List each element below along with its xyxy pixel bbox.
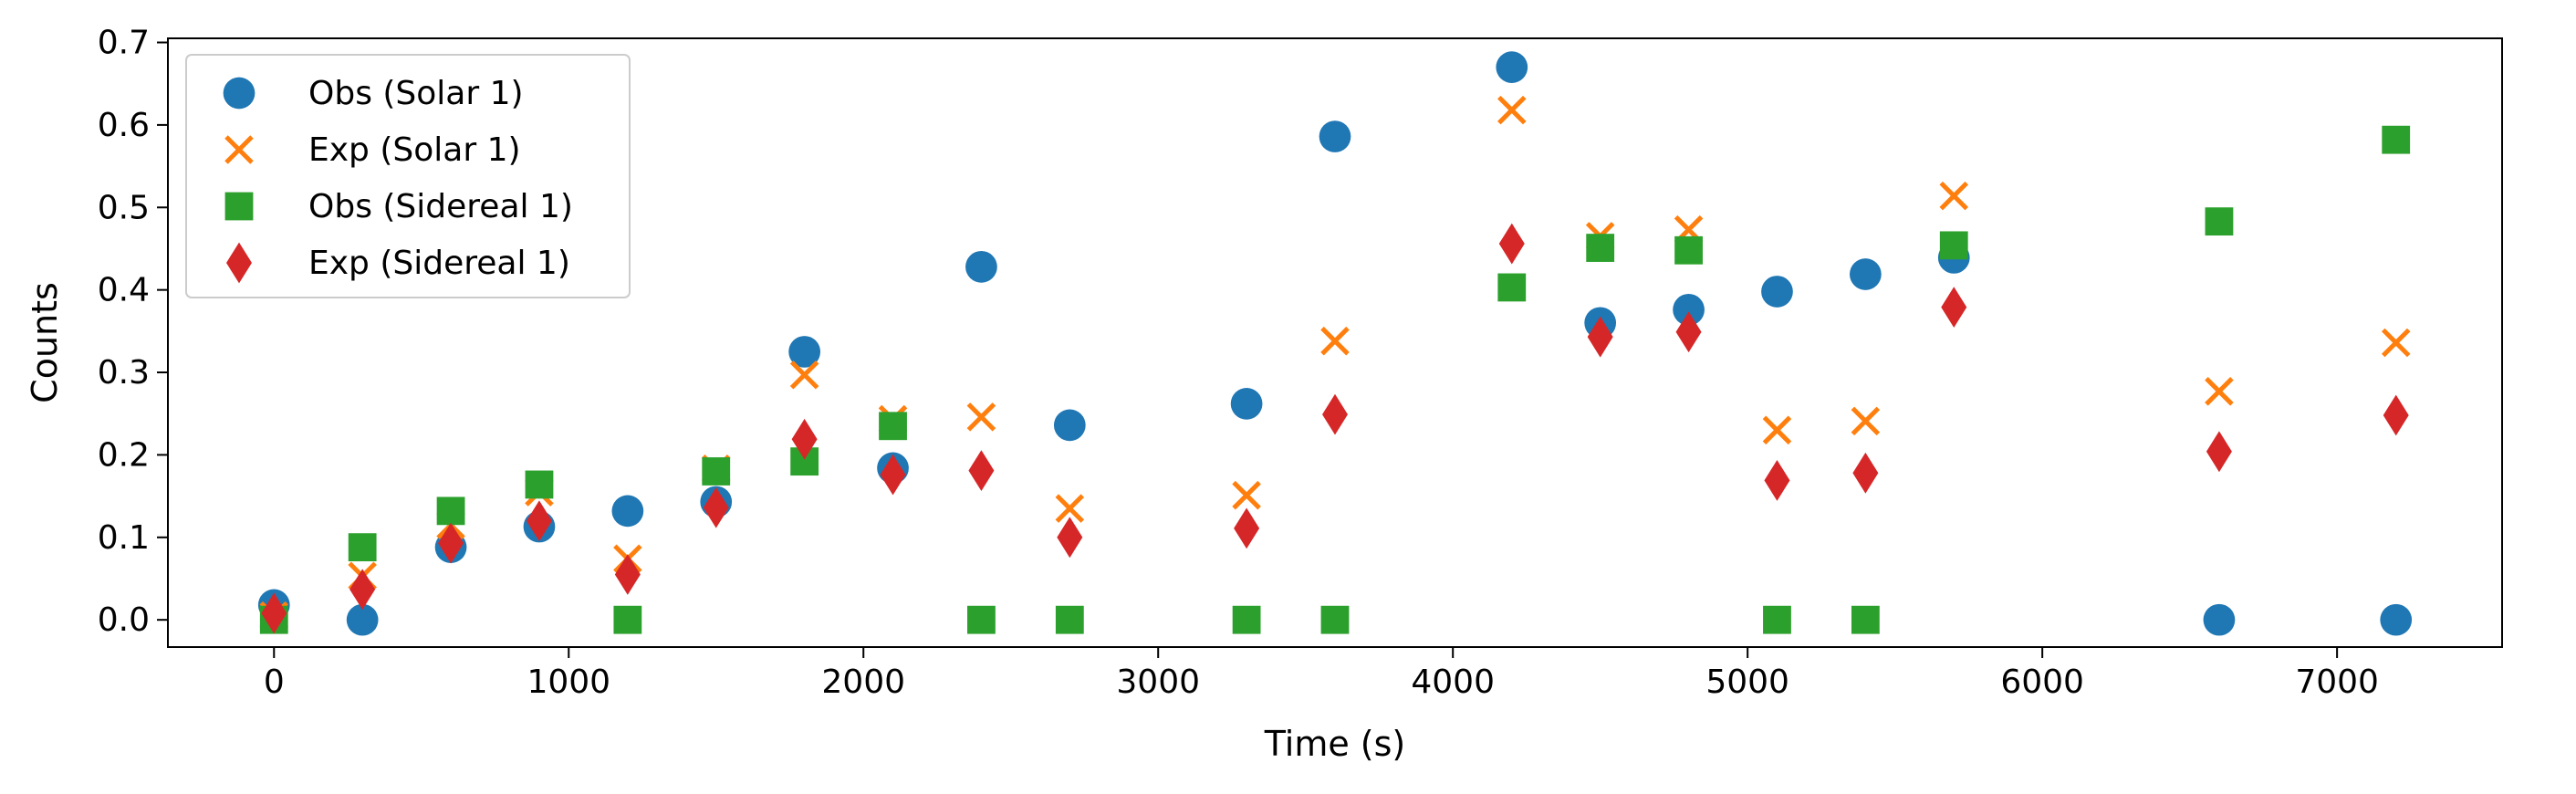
- data-point: [967, 605, 996, 634]
- x-axis-ticks: 0 1000 2000 3000 4000 5000 6000 7000: [264, 647, 2379, 701]
- data-point: [1232, 480, 1261, 510]
- data-point: [611, 495, 644, 528]
- data-point: [2203, 603, 2236, 636]
- y-tick-label: 0.3: [98, 354, 150, 392]
- data-point: [348, 533, 377, 562]
- y-tick-label: 0.0: [98, 601, 150, 639]
- data-point: [1322, 393, 1348, 435]
- data-point: [703, 486, 729, 528]
- data-point: [1939, 231, 1968, 260]
- data-point: [1764, 460, 1790, 501]
- data-point: [349, 569, 376, 611]
- legend: Obs (Solar 1) Exp (Solar 1) Obs (Sidereal …: [185, 54, 631, 298]
- data-point: [2381, 328, 2411, 358]
- data-point: [968, 450, 995, 491]
- legend-label: Exp (Sidereal 1): [308, 245, 570, 282]
- legend-marker: [223, 77, 256, 110]
- data-point: [1497, 95, 1527, 125]
- x-tick-label: 0: [264, 663, 285, 701]
- data-point: [880, 454, 906, 496]
- data-point: [1674, 235, 1703, 265]
- data-point: [702, 457, 731, 486]
- y-tick-label: 0.1: [98, 519, 150, 557]
- data-point: [879, 412, 907, 441]
- data-point: [1763, 605, 1791, 634]
- data-point: [2382, 125, 2411, 154]
- x-tick-label: 6000: [2000, 663, 2084, 701]
- plot-frame: [167, 37, 2503, 648]
- legend-box: [185, 54, 631, 298]
- data-point: [526, 500, 552, 542]
- data-point: [261, 592, 287, 634]
- y-tick-label: 0.6: [98, 107, 150, 144]
- data-point: [1851, 605, 1880, 634]
- legend-marker: [224, 192, 254, 221]
- plot-area: [257, 51, 2413, 636]
- y-tick-label: 0.5: [98, 189, 150, 226]
- y-tick-label: 0.4: [98, 272, 150, 309]
- x-tick-label: 4000: [1411, 663, 1495, 701]
- data-point: [614, 554, 641, 595]
- data-point: [966, 402, 996, 432]
- x-tick-label: 3000: [1116, 663, 1200, 701]
- data-point: [1587, 316, 1613, 358]
- data-point: [1850, 258, 1882, 290]
- x-tick-label: 7000: [2295, 663, 2379, 701]
- data-point: [788, 336, 820, 368]
- x-axis-label: Time (s): [1264, 724, 1406, 764]
- data-point: [1673, 293, 1705, 326]
- data-point: [438, 522, 464, 564]
- x-tick-label: 1000: [527, 663, 610, 701]
- data-point: [1053, 409, 1086, 442]
- data-point: [1232, 605, 1261, 634]
- data-point: [1498, 223, 1525, 265]
- data-point: [1761, 276, 1793, 308]
- data-point: [346, 603, 379, 636]
- data-point: [1939, 181, 1969, 211]
- data-point: [1852, 452, 1879, 494]
- legend-marker: [224, 135, 254, 164]
- legend-label: Obs (Sidereal 1): [308, 188, 573, 225]
- data-point: [1497, 273, 1527, 302]
- data-point: [613, 605, 642, 634]
- data-point: [791, 418, 818, 460]
- data-point: [1941, 287, 1967, 329]
- data-point: [1055, 605, 1084, 634]
- data-point: [1762, 415, 1792, 445]
- data-point: [1320, 605, 1350, 634]
- data-point: [1851, 406, 1881, 436]
- data-point: [1057, 517, 1083, 559]
- data-point: [2206, 431, 2232, 473]
- series-square: [259, 125, 2411, 634]
- data-point: [525, 470, 554, 499]
- legend-marker: [226, 242, 252, 284]
- x-tick-label: 2000: [821, 663, 905, 701]
- y-axis-ticks: 0.0 0.1 0.2 0.3 0.4 0.5 0.6 0.7: [98, 25, 168, 639]
- data-point: [965, 250, 997, 283]
- data-point: [436, 496, 465, 526]
- y-tick-label: 0.2: [98, 436, 150, 474]
- data-point: [1234, 507, 1260, 549]
- y-axis-label: Counts: [25, 282, 65, 403]
- data-point: [2205, 377, 2234, 406]
- data-point: [2383, 394, 2409, 436]
- data-point: [1320, 326, 1350, 356]
- data-point: [1319, 120, 1351, 152]
- data-point: [1675, 311, 1702, 353]
- series-diamond: [261, 223, 2409, 634]
- data-point: [2380, 603, 2413, 636]
- data-point: [2205, 207, 2234, 236]
- y-tick-label: 0.7: [98, 25, 150, 62]
- legend-label: Obs (Solar 1): [308, 75, 524, 112]
- data-point: [789, 360, 819, 390]
- data-point: [1230, 388, 1263, 420]
- data-point: [1055, 494, 1085, 523]
- legend-label: Exp (Solar 1): [308, 131, 521, 169]
- data-point: [1496, 51, 1528, 83]
- data-point: [1586, 234, 1615, 262]
- x-tick-label: 5000: [1705, 663, 1789, 701]
